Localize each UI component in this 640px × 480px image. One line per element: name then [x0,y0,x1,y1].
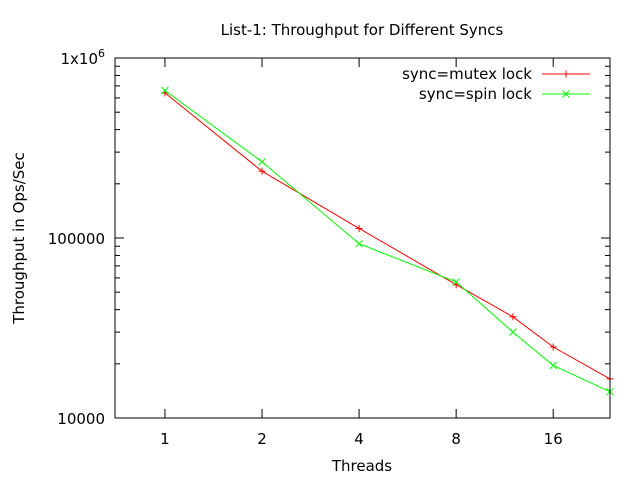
x-tick-label: 4 [354,430,364,448]
plot-border [114,57,611,419]
x-axis-ticks: 1 2 4 8 16 [160,58,563,448]
plot-lines [161,86,614,396]
chart-title: List-1: Throughput for Different Syncs [221,21,504,39]
x-tick-label: 2 [257,430,267,448]
series-line [164,92,611,380]
legend-marker [562,70,570,78]
x-axis-label: Threads [331,457,392,475]
legend-label: sync=spin lock [419,85,532,103]
y-tick-label: 1x106 [60,47,105,68]
cross-marker [161,86,169,95]
x-tick-label: 16 [544,430,563,448]
data-point [509,328,517,336]
cross-marker [549,361,558,370]
cross-marker [509,328,517,336]
data-point [258,157,266,166]
data-point [549,361,558,370]
cross-marker [355,239,363,248]
data-point [452,278,461,286]
series-1 [161,89,614,383]
data-point [509,313,517,321]
series-line [164,90,611,393]
y-tick-label: 100000 [48,230,105,248]
legend: sync=mutex lock sync=spin lock [402,65,590,103]
cross-marker [562,90,570,98]
y-axis-label: Throughput in Ops/Sec [10,152,28,325]
y-tick-label: 10000 [57,410,105,428]
x-tick-label: 1 [160,430,170,448]
series-2 [161,86,614,396]
legend-marker [562,90,570,98]
cross-marker [258,157,266,166]
x-tick-label: 8 [451,430,461,448]
data-point [161,86,169,95]
data-point [549,343,557,351]
y-axis-ticks: 10000 100000 1x106 [48,47,610,428]
cross-marker [452,278,461,286]
data-point [258,167,266,175]
legend-label: sync=mutex lock [402,65,532,83]
data-point [355,239,363,248]
data-point [355,224,363,232]
